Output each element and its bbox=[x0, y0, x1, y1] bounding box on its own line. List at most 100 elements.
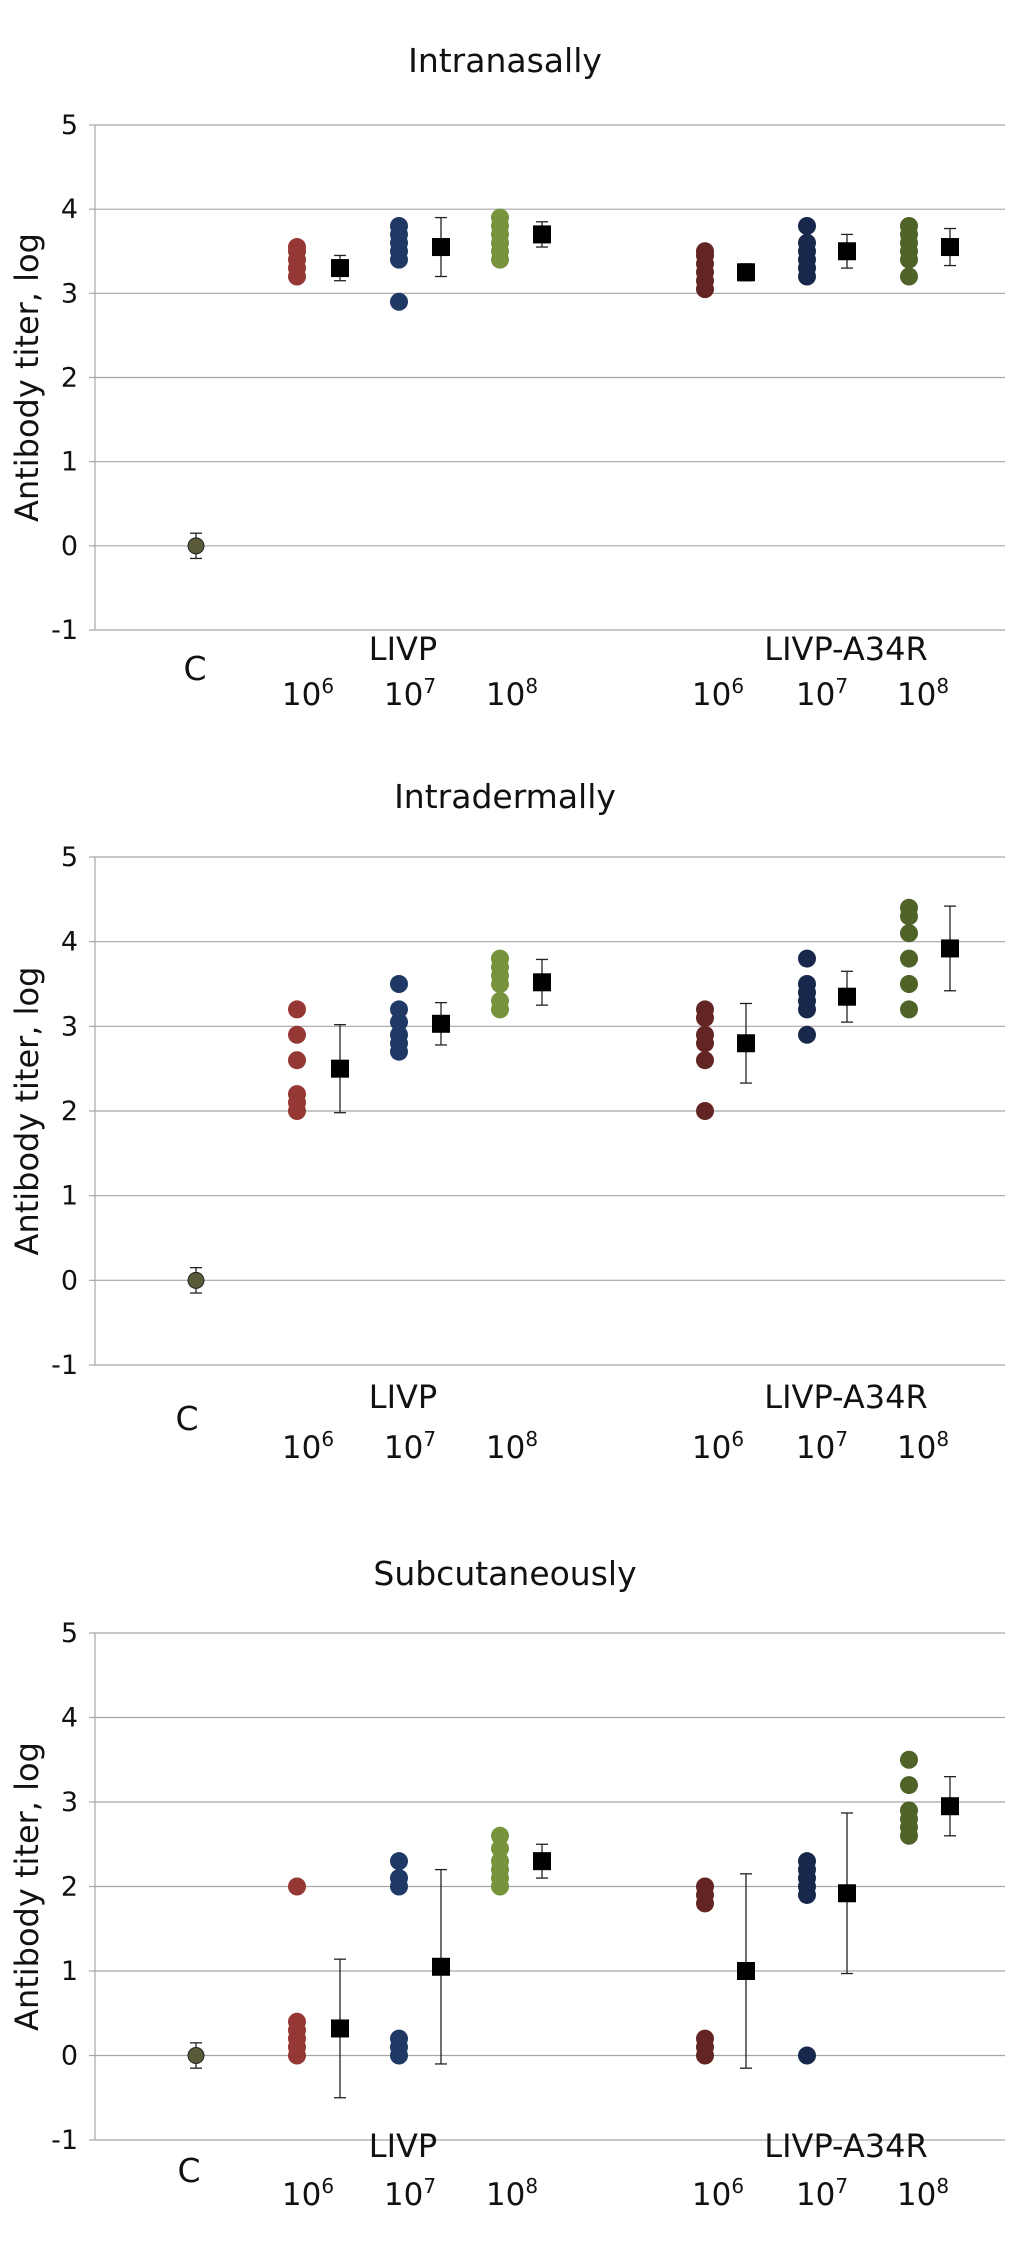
data-point bbox=[390, 217, 408, 235]
data-point bbox=[696, 1051, 714, 1070]
dose-label: 106 bbox=[282, 2174, 334, 2213]
mean-marker bbox=[838, 987, 856, 1006]
dose-label: 106 bbox=[692, 674, 744, 713]
y-tick-label: 3 bbox=[61, 1787, 78, 1818]
dose-label: 108 bbox=[897, 674, 949, 713]
panel-title: Intradermally bbox=[394, 777, 616, 816]
y-tick-label: 2 bbox=[61, 363, 78, 394]
data-point bbox=[900, 1801, 918, 1820]
mean-marker bbox=[533, 1852, 551, 1871]
mean-marker bbox=[533, 225, 551, 244]
data-point bbox=[696, 1000, 714, 1019]
control-point bbox=[187, 2047, 205, 2064]
y-axis-label: Antibody titer, log bbox=[8, 967, 46, 1256]
data-point bbox=[390, 1025, 408, 1044]
group-label: LIVP-A34R bbox=[764, 1378, 927, 1416]
panel-title: Intranasally bbox=[408, 41, 602, 80]
data-point bbox=[288, 1051, 306, 1070]
control-label: C bbox=[175, 1399, 198, 1438]
y-axis-label: Antibody titer, log bbox=[8, 233, 46, 522]
y-tick-label: 4 bbox=[61, 927, 78, 958]
y-tick-label: 1 bbox=[61, 1956, 78, 1987]
data-point bbox=[288, 238, 306, 257]
data-point bbox=[900, 267, 918, 286]
mean-marker bbox=[331, 2019, 349, 2038]
dose-label: 106 bbox=[692, 2174, 744, 2213]
y-tick-label: 5 bbox=[61, 110, 78, 141]
data-point bbox=[491, 991, 509, 1010]
mean-marker bbox=[737, 1034, 755, 1053]
data-point bbox=[390, 1013, 408, 1032]
data-point bbox=[696, 1877, 714, 1896]
mean-marker bbox=[533, 973, 551, 992]
data-point bbox=[696, 1025, 714, 1044]
group-label: LIVP-A34R bbox=[764, 630, 927, 668]
dose-label: 108 bbox=[486, 674, 538, 713]
control-label: C bbox=[177, 2151, 200, 2190]
control-point bbox=[187, 537, 205, 555]
control-label: C bbox=[183, 649, 206, 688]
mean-marker bbox=[737, 1962, 755, 1980]
dose-label: 108 bbox=[897, 1427, 949, 1466]
dose-label: 108 bbox=[486, 2174, 538, 2213]
data-point bbox=[798, 2046, 816, 2065]
data-point bbox=[900, 1000, 918, 1019]
dose-label: 107 bbox=[384, 1427, 436, 1466]
y-tick-label: 3 bbox=[61, 278, 78, 309]
data-point bbox=[900, 1776, 918, 1795]
data-point bbox=[390, 975, 408, 993]
y-tick-label: -1 bbox=[51, 2125, 78, 2156]
data-point bbox=[798, 1852, 816, 1871]
group-label: LIVP bbox=[369, 2127, 437, 2165]
mean-marker bbox=[941, 238, 959, 257]
data-point bbox=[491, 1839, 509, 1858]
y-tick-label: 4 bbox=[61, 194, 78, 225]
y-tick-label: -1 bbox=[51, 1350, 78, 1381]
data-point bbox=[696, 242, 714, 261]
data-point bbox=[288, 2012, 306, 2031]
mean-marker bbox=[331, 259, 349, 278]
data-point bbox=[798, 233, 816, 252]
y-tick-label: 4 bbox=[61, 1703, 78, 1734]
dose-label: 107 bbox=[384, 674, 436, 713]
y-tick-label: 0 bbox=[61, 2041, 78, 2072]
data-point bbox=[900, 1750, 918, 1769]
data-point bbox=[491, 1852, 509, 1871]
data-point bbox=[900, 975, 918, 993]
mean-marker bbox=[941, 939, 959, 958]
data-point bbox=[900, 924, 918, 943]
y-tick-label: 3 bbox=[61, 1011, 78, 1042]
dose-label: 107 bbox=[796, 1427, 848, 1466]
dose-label: 106 bbox=[282, 1427, 334, 1466]
group-label: LIVP bbox=[369, 630, 437, 668]
data-point bbox=[798, 217, 816, 235]
panel-3: Subcutaneously -1 0 1 2 3 4 5 Antibody titer, lo… bbox=[8, 1554, 1005, 2213]
data-point bbox=[390, 1869, 408, 1888]
data-point bbox=[491, 1826, 509, 1845]
y-tick-label: 5 bbox=[61, 842, 78, 873]
panel-2: Intradermally -1 0 1 2 3 4 5 Antibody titer, log… bbox=[8, 777, 1005, 1466]
y-tick-label: 1 bbox=[61, 1181, 78, 1212]
dose-label: 106 bbox=[692, 1427, 744, 1466]
panel-title: Subcutaneously bbox=[373, 1554, 636, 1593]
dose-label: 108 bbox=[897, 2174, 949, 2213]
data-point bbox=[390, 1000, 408, 1019]
dose-label: 106 bbox=[282, 674, 334, 713]
control-point bbox=[187, 1271, 205, 1289]
mean-marker bbox=[838, 242, 856, 261]
data-point bbox=[390, 1852, 408, 1871]
group-label: LIVP-A34R bbox=[764, 2127, 927, 2165]
mean-marker bbox=[432, 1957, 450, 1976]
y-axis-label: Antibody titer, log bbox=[8, 1742, 46, 2031]
mean-marker bbox=[331, 1059, 349, 1078]
data-point bbox=[390, 292, 408, 311]
mean-marker bbox=[432, 238, 450, 257]
y-tick-label: 0 bbox=[61, 1265, 78, 1296]
mean-marker bbox=[432, 1014, 450, 1033]
data-point bbox=[491, 949, 509, 968]
y-tick-label: -1 bbox=[51, 615, 78, 646]
data-point bbox=[900, 217, 918, 235]
y-tick-label: 2 bbox=[61, 1096, 78, 1127]
data-point bbox=[798, 1025, 816, 1044]
